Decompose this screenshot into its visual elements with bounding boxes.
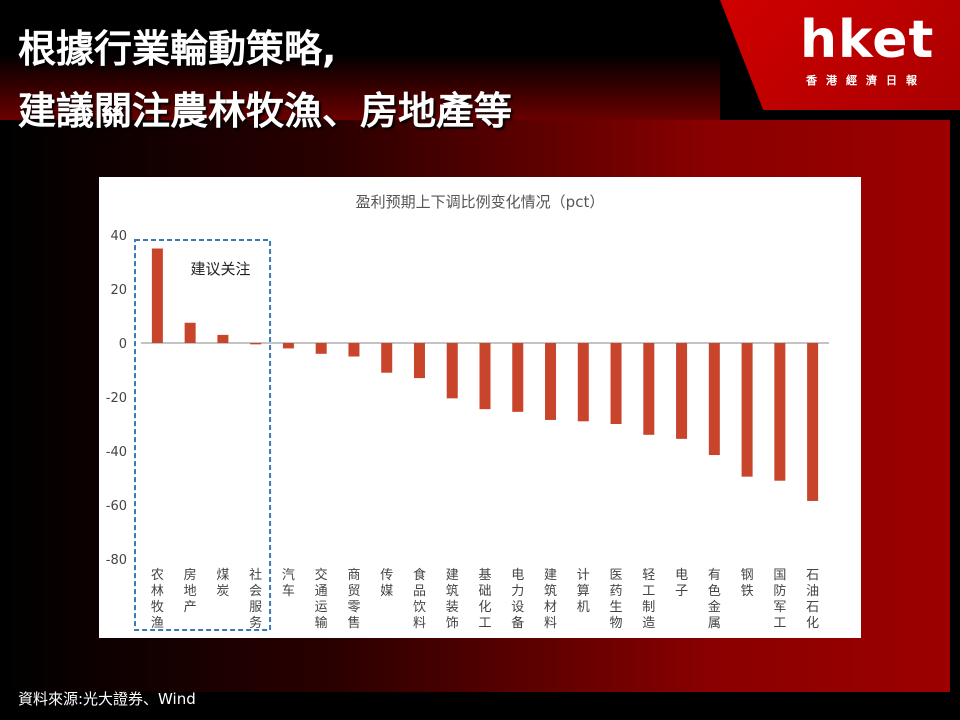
x-tick-label: 基础化工 <box>478 568 491 631</box>
x-tick-label: 钢铁 <box>741 568 754 599</box>
x-tick-label: 商贸零售 <box>347 568 360 631</box>
bar <box>282 343 294 349</box>
x-tick-label: 建筑材料 <box>544 568 557 631</box>
chart-panel: 盈利预期上下调比例变化情况（pct） 40 20 0 -20 -40 -60 -80 农林牧渔 房… <box>99 177 861 638</box>
bar <box>512 343 524 412</box>
x-tick-label: 石油石化 <box>806 568 819 631</box>
bar <box>545 343 557 420</box>
y-tick-label: 20 <box>110 283 127 298</box>
chart-title: 盈利预期上下调比例变化情况（pct） <box>356 193 605 211</box>
bar <box>413 343 425 379</box>
x-tick-label: 有色金属 <box>708 568 721 631</box>
x-tick-label: 轻工制造 <box>642 568 655 631</box>
bar <box>807 343 819 501</box>
y-tick-label: -20 <box>106 391 127 406</box>
bar-chart: 盈利预期上下调比例变化情况（pct） 40 20 0 -20 -40 -60 -80 农林牧渔 房… <box>106 193 829 631</box>
x-tick-label: 交通运输 <box>315 567 328 631</box>
bar <box>610 343 622 424</box>
bar <box>184 322 196 343</box>
highlight-box <box>134 239 272 631</box>
hket-logo[interactable]: hket <box>800 10 935 70</box>
y-tick-label: 0 <box>119 337 127 352</box>
header-gradient <box>0 0 720 120</box>
logo-box <box>720 0 960 110</box>
x-tick-label: 建筑装饰 <box>446 568 459 631</box>
x-tick-label: 医药生物 <box>610 568 623 631</box>
bar <box>446 343 458 399</box>
x-tick-label: 国防军工 <box>773 568 786 631</box>
page-title-line2: 建議關注農林牧漁、房地產等 <box>18 89 513 133</box>
source-note: 資料來源:光大證券、Wind <box>18 690 196 708</box>
bar <box>348 343 360 357</box>
bar <box>741 343 753 477</box>
bar <box>250 343 262 345</box>
y-tick-label: -60 <box>106 499 127 514</box>
x-tick-label: 煤炭 <box>216 568 229 599</box>
bar <box>676 343 688 439</box>
y-tick-label: -40 <box>106 445 127 460</box>
bar <box>151 248 163 343</box>
bar <box>643 343 655 435</box>
x-tick-label: 计算机 <box>577 568 590 615</box>
bar <box>381 343 393 373</box>
x-tick-label: 电力设备 <box>511 568 524 631</box>
bar <box>315 343 327 354</box>
x-tick-label: 房地产 <box>184 567 197 615</box>
x-tick-label: 农林牧渔 <box>151 568 164 631</box>
logo-subtitle: 香港經濟日報 <box>806 74 926 87</box>
bar <box>708 343 720 456</box>
x-tick-label: 传媒 <box>380 568 393 599</box>
bar <box>479 343 491 410</box>
y-tick-label: 40 <box>110 229 127 244</box>
y-tick-label: -80 <box>106 553 127 568</box>
bar <box>217 334 229 343</box>
bar <box>774 343 786 481</box>
x-tick-label: 食品饮料 <box>413 567 426 631</box>
bar <box>577 343 589 422</box>
x-tick-label: 电子 <box>675 568 688 599</box>
x-tick-label: 汽车 <box>282 568 295 599</box>
highlight-label: 建议关注 <box>191 260 251 278</box>
x-tick-label: 社会服务 <box>249 567 262 631</box>
page-title-line1: 根據行業輪動策略, <box>18 27 337 71</box>
